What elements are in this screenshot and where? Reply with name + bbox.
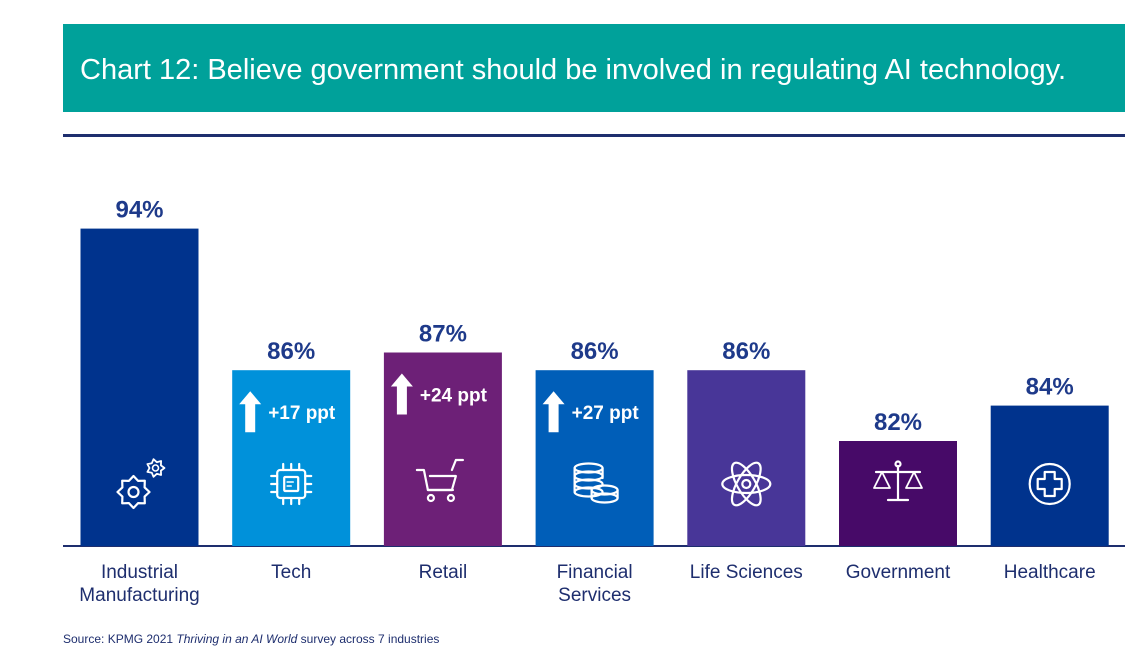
bar-group: 94% Industrial Manufacturing [79,197,199,606]
category-label-line: Retail [419,562,468,583]
bar [687,370,806,546]
bar [990,405,1109,546]
bar-value-label: 82% [874,409,922,436]
source-survey-title: Thriving in an AI World [176,632,298,646]
bar-value-label: 86% [571,338,619,365]
chip-icon [270,462,313,506]
bar [80,228,199,546]
gears-icon [116,458,166,510]
category-label: Government [846,562,951,583]
source-note: Source: KPMG 2021 Thriving in an AI Worl… [63,632,439,646]
source-suffix: survey across 7 industries [297,632,440,646]
category-label: Retail [419,562,468,583]
up-arrow-icon [390,373,413,415]
category-label-line: Government [846,562,951,583]
bar-group: 86% +27 ppt Financial Services [535,338,654,606]
bar-group: 82% Government [839,409,957,583]
bar-group: 87% +24 ppt Retail [383,321,502,583]
category-label: Industrial Manufacturing [79,562,199,606]
bar-group: 86% +17 ppt Tech [232,338,351,583]
category-label-line: Tech [271,562,311,583]
source-prefix: Source: KPMG 2021 [63,632,177,646]
scales-icon [873,460,923,502]
up-arrow-icon [542,391,565,433]
category-label-line: Life Sciences [690,562,803,583]
bar-value-label: 86% [722,338,770,365]
up-arrow-icon [239,391,262,433]
change-label: +27 ppt [572,403,640,424]
bar-value-label: 87% [419,321,467,348]
category-label-line: Financial [557,562,633,583]
title-rule [63,134,1125,137]
category-label: Financial Services [557,562,633,606]
atom-icon [721,461,772,507]
chart-title: Chart 12: Believe government should be i… [80,54,1067,86]
category-label-line: Industrial [101,562,178,583]
cart-icon [415,458,464,503]
medical-cross-icon [1028,462,1071,506]
bar-value-label: 84% [1026,374,1074,401]
coins-icon [573,462,619,504]
title-banner: Chart 12: Believe government should be i… [63,24,1125,112]
change-label: +24 ppt [420,386,488,407]
category-label-line: Healthcare [1004,562,1096,583]
bar-group: 84% Healthcare [990,374,1109,583]
category-label-line: Services [558,585,631,606]
category-label: Tech [271,562,311,583]
bar-value-label: 94% [115,197,163,224]
bar-value-label: 86% [267,338,315,365]
category-label-line: Manufacturing [79,585,199,606]
category-label: Healthcare [1004,562,1096,583]
change-label: +17 ppt [268,403,336,424]
category-label: Life Sciences [690,562,803,583]
bar-group: 86% Life Sciences [687,338,806,583]
